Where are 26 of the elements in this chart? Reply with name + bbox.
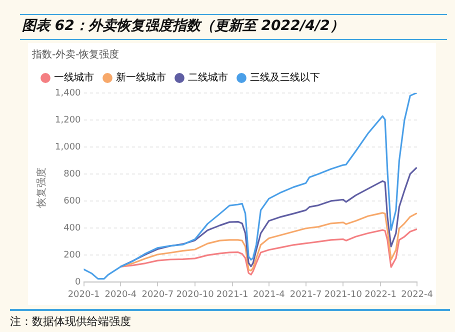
y-tick-label: 1,400 bbox=[55, 88, 82, 98]
y-tick-label: 1,200 bbox=[55, 115, 82, 126]
y-tick-label: 800 bbox=[64, 169, 82, 180]
x-tick-label: 2020-10 bbox=[176, 290, 214, 300]
legend-label: 三线及三线以下 bbox=[250, 72, 320, 84]
y-tick-label: 0 bbox=[75, 278, 82, 288]
y-tick-label: 400 bbox=[64, 223, 82, 234]
x-tick-label: 2021-10 bbox=[324, 290, 362, 300]
x-tick-label: 2020-1 bbox=[68, 290, 100, 300]
legend-label: 二线城市 bbox=[188, 72, 228, 84]
y-tick-label: 1,000 bbox=[55, 142, 82, 152]
y-tick-label: 200 bbox=[64, 250, 82, 261]
chart-subtitle: 指数-外卖-恢复强度 bbox=[31, 48, 120, 61]
x-tick-label: 2021-4 bbox=[252, 290, 286, 300]
x-tick-label: 2021-1 bbox=[216, 290, 248, 300]
x-tick-label: 2020-7 bbox=[142, 290, 174, 300]
text: 注：数据体现供给端强度 bbox=[10, 309, 450, 329]
y-axis-title: 恢复强度 bbox=[36, 168, 48, 209]
legend-label: 新一线城市 bbox=[116, 72, 166, 84]
chart-title: 图表 62：外卖恢复强度指数（更新至 2022/4/2） bbox=[20, 14, 447, 40]
x-tick-label: 2022-1 bbox=[364, 290, 396, 300]
x-tick-label: 2021-7 bbox=[290, 290, 322, 300]
y-tick-label: 600 bbox=[64, 196, 82, 206]
x-tick-label: 2022-4 bbox=[401, 290, 434, 300]
x-tick-label: 2020-4 bbox=[104, 290, 137, 300]
legend-label: 一线城市 bbox=[54, 72, 94, 84]
